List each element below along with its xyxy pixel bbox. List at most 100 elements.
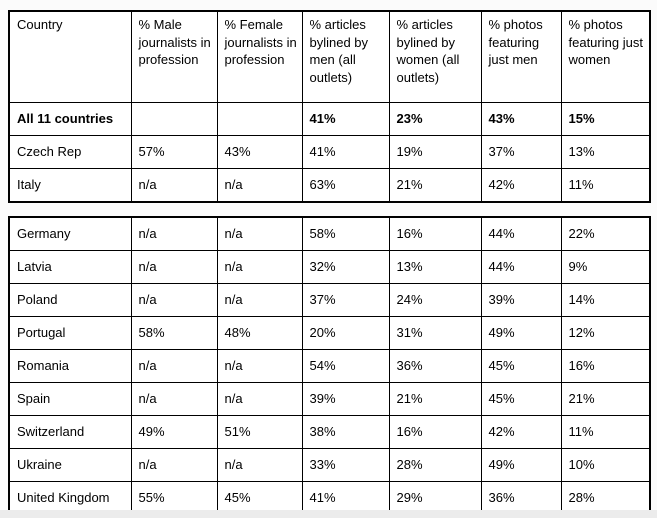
gender-stats-table-bottom: Germany n/a n/a 58% 16% 44% 22% Latvia n/a n/a 32%… [8,216,651,516]
country-cell: Switzerland [8,415,132,449]
page-bottom-edge [0,510,657,518]
value-cell: 51% [216,415,303,449]
value-cell: 49% [480,316,562,350]
value-cell: n/a [216,250,303,284]
value-cell: 37% [301,283,390,317]
value-cell: 49% [480,448,562,482]
value-cell: n/a [216,283,303,317]
value-cell: n/a [130,250,218,284]
table-gap [8,203,649,216]
value-cell: 45% [480,382,562,416]
column-header-photos-women: % photos featuring just women [560,10,651,103]
value-cell: 9% [560,250,651,284]
value-cell: n/a [130,283,218,317]
value-cell: 38% [301,415,390,449]
table-row: Poland n/a n/a 37% 24% 39% 14% [8,283,651,317]
value-cell: 20% [301,316,390,350]
value-cell: 16% [388,415,482,449]
value-cell: 21% [560,382,651,416]
country-cell: Germany [8,216,132,251]
country-cell: United Kingdom [8,481,132,516]
column-header-female-journalists: % Female journalists in profession [216,10,303,103]
value-cell: 28% [560,481,651,516]
value-cell: 42% [480,168,562,203]
value-cell: 32% [301,250,390,284]
value-cell: 63% [301,168,390,203]
table-row: Romania n/a n/a 54% 36% 45% 16% [8,349,651,383]
value-cell: 42% [480,415,562,449]
value-cell: 11% [560,415,651,449]
value-cell: 36% [388,349,482,383]
value-cell: 54% [301,349,390,383]
value-cell: 10% [560,448,651,482]
value-cell: n/a [130,216,218,251]
table-row: Portugal 58% 48% 20% 31% 49% 12% [8,316,651,350]
header-row: Country % Male journalists in profession… [8,10,651,103]
country-cell: Romania [8,349,132,383]
value-cell: 16% [560,349,651,383]
value-cell: 15% [560,102,651,136]
value-cell: n/a [130,448,218,482]
value-cell: 43% [216,135,303,169]
country-cell: All 11 countries [8,102,132,136]
table-row: All 11 countries 41% 23% 43% 15% [8,102,651,136]
gender-stats-table-top: Country % Male journalists in profession… [8,10,651,203]
value-cell: 41% [301,135,390,169]
value-cell: 23% [388,102,482,136]
value-cell: n/a [216,349,303,383]
top-table-body: All 11 countries 41% 23% 43% 15% Czech Rep 57%… [8,102,651,203]
column-header-articles-women: % articles bylined by women (all outlets… [388,10,482,103]
column-header-articles-men: % articles bylined by men (all outlets) [301,10,390,103]
value-cell: n/a [216,216,303,251]
value-cell: 33% [301,448,390,482]
value-cell: 14% [560,283,651,317]
value-cell: n/a [216,382,303,416]
value-cell: 22% [560,216,651,251]
country-cell: Spain [8,382,132,416]
value-cell: 11% [560,168,651,203]
value-cell: 19% [388,135,482,169]
value-cell [130,102,218,136]
value-cell: 12% [560,316,651,350]
country-cell: Ukraine [8,448,132,482]
table-row: Ukraine n/a n/a 33% 28% 49% 10% [8,448,651,482]
value-cell: 48% [216,316,303,350]
value-cell: 55% [130,481,218,516]
value-cell: 31% [388,316,482,350]
value-cell: n/a [216,448,303,482]
column-header-male-journalists: % Male journalists in profession [130,10,218,103]
value-cell: 39% [480,283,562,317]
table-row: Italy n/a n/a 63% 21% 42% 11% [8,168,651,203]
value-cell: 58% [301,216,390,251]
value-cell: 45% [480,349,562,383]
value-cell: n/a [130,168,218,203]
country-cell: Poland [8,283,132,317]
country-cell: Portugal [8,316,132,350]
table-row: Switzerland 49% 51% 38% 16% 42% 11% [8,415,651,449]
table-row: Czech Rep 57% 43% 41% 19% 37% 13% [8,135,651,169]
value-cell: 21% [388,382,482,416]
value-cell [216,102,303,136]
value-cell: 41% [301,102,390,136]
value-cell: 16% [388,216,482,251]
value-cell: 44% [480,250,562,284]
value-cell: 41% [301,481,390,516]
value-cell: n/a [130,382,218,416]
value-cell: 58% [130,316,218,350]
value-cell: 43% [480,102,562,136]
value-cell: 49% [130,415,218,449]
value-cell: 24% [388,283,482,317]
country-cell: Latvia [8,250,132,284]
table-row: Spain n/a n/a 39% 21% 45% 21% [8,382,651,416]
column-header-country: Country [8,10,132,103]
value-cell: n/a [216,168,303,203]
value-cell: 39% [301,382,390,416]
value-cell: 13% [560,135,651,169]
table-row: Latvia n/a n/a 32% 13% 44% 9% [8,250,651,284]
value-cell: n/a [130,349,218,383]
country-cell: Czech Rep [8,135,132,169]
value-cell: 44% [480,216,562,251]
column-header-photos-men: % photos featuring just men [480,10,562,103]
